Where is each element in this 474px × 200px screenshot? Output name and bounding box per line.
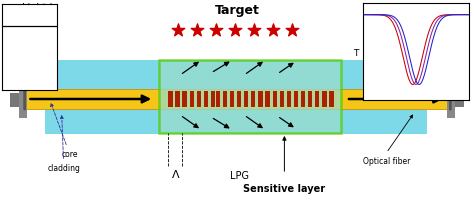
Bar xyxy=(273,91,277,107)
Text: Light in: Light in xyxy=(22,3,59,13)
Text: Optical fiber: Optical fiber xyxy=(363,156,410,166)
Bar xyxy=(211,91,215,107)
Bar xyxy=(190,91,194,107)
Bar xyxy=(322,91,327,107)
Point xyxy=(269,28,276,32)
Text: $\lambda$: $\lambda$ xyxy=(453,46,460,58)
Bar xyxy=(197,91,201,107)
Bar xyxy=(168,91,173,107)
Text: LPG: LPG xyxy=(230,171,249,181)
Bar xyxy=(10,93,19,107)
Text: Target: Target xyxy=(215,4,259,17)
Bar xyxy=(19,81,27,118)
Text: Light out: Light out xyxy=(398,3,441,13)
Bar xyxy=(237,91,241,107)
Bar xyxy=(244,91,248,107)
Bar xyxy=(175,91,180,107)
Bar xyxy=(216,91,220,107)
Point xyxy=(231,28,238,32)
Point xyxy=(174,28,182,32)
Bar xyxy=(26,89,448,109)
Point xyxy=(250,28,257,32)
Bar xyxy=(287,91,291,107)
Bar xyxy=(182,91,187,107)
Bar xyxy=(258,91,263,107)
Text: $\lambda$: $\lambda$ xyxy=(14,46,22,58)
Bar xyxy=(265,91,270,107)
Bar xyxy=(230,91,234,107)
Bar xyxy=(45,60,427,134)
Point xyxy=(212,28,219,32)
Bar xyxy=(455,93,464,107)
Bar xyxy=(447,81,455,118)
Text: $\Lambda$: $\Lambda$ xyxy=(171,168,180,180)
Bar xyxy=(294,91,298,107)
Text: T: T xyxy=(354,49,359,58)
Bar xyxy=(280,91,284,107)
Bar xyxy=(329,91,334,107)
Bar xyxy=(223,91,227,107)
Point xyxy=(288,28,295,32)
Text: Sensitive layer: Sensitive layer xyxy=(243,184,326,194)
Point xyxy=(193,28,201,32)
Bar xyxy=(308,91,312,107)
Bar xyxy=(251,91,255,107)
Bar xyxy=(301,91,305,107)
Bar xyxy=(315,91,319,107)
Text: T: T xyxy=(3,49,8,58)
Bar xyxy=(159,60,341,133)
Text: core: core xyxy=(51,103,78,159)
Bar xyxy=(204,91,208,107)
Text: cladding: cladding xyxy=(47,116,80,173)
